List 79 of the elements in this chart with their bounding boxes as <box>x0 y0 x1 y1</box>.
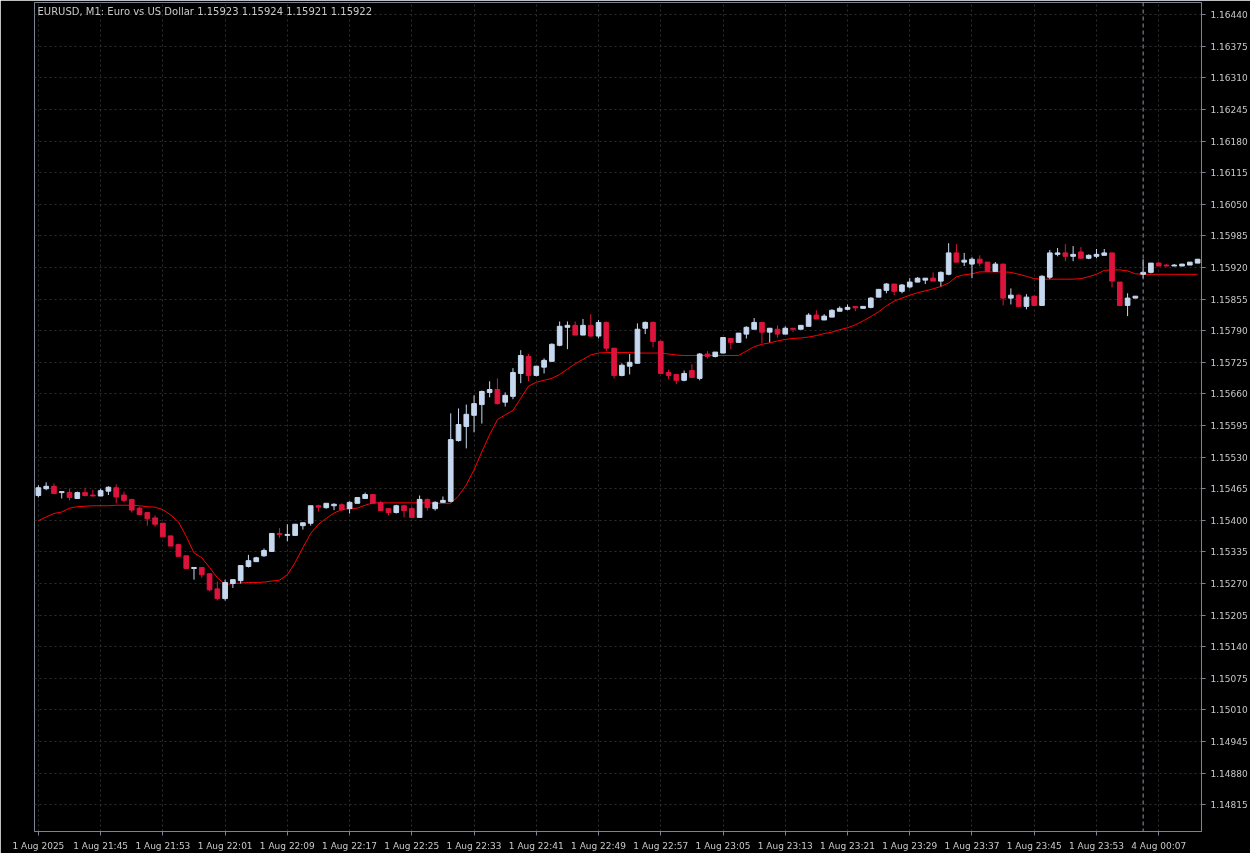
x-tick-label: 1 Aug 21:45 <box>73 840 129 851</box>
candlestick <box>945 242 952 276</box>
candlestick <box>90 489 96 497</box>
x-tick-label: 1 Aug 22:41 <box>508 840 564 851</box>
y-tick-label: 1.16115 <box>1210 168 1248 179</box>
y-tick-label: 1.16310 <box>1210 73 1248 84</box>
candlestick <box>494 377 501 406</box>
x-tick-label: 1 Aug 22:09 <box>259 840 316 851</box>
candlestick <box>930 271 936 282</box>
candlestick <box>191 566 197 581</box>
y-tick-label: 1.15075 <box>1210 673 1248 684</box>
x-tick-label: 1 Aug 22:17 <box>322 840 378 851</box>
y-tick-label: 1.14945 <box>1210 737 1248 748</box>
candlestick <box>510 367 516 400</box>
candlestick <box>541 357 547 374</box>
y-tick-label: 1.15465 <box>1210 484 1248 495</box>
x-tick-label: 1 Aug 22:49 <box>571 840 627 851</box>
y-tick-label: 1.16180 <box>1210 136 1248 147</box>
y-tick-label: 1.15530 <box>1210 452 1248 463</box>
candlestick <box>300 522 306 531</box>
candlestick <box>463 404 470 449</box>
candlestick <box>517 349 524 384</box>
candlestick <box>307 505 314 527</box>
candlestick <box>440 496 446 503</box>
candlestick <box>587 313 594 338</box>
candlestick <box>595 319 602 339</box>
y-tick-label: 1.15140 <box>1210 642 1248 653</box>
candlestick <box>1116 281 1123 306</box>
y-tick-label: 1.15595 <box>1210 421 1248 432</box>
candlestick <box>1124 292 1131 317</box>
x-tick-label: 1 Aug 22:25 <box>384 840 440 851</box>
x-tick-label: 1 Aug 22:57 <box>633 840 689 851</box>
candlestick <box>479 390 485 425</box>
y-tick-label: 1.16440 <box>1210 10 1248 21</box>
candlestick <box>222 579 228 602</box>
x-tick-label: 1 Aug 2025 <box>12 840 65 851</box>
y-tick-label: 1.15010 <box>1210 705 1248 716</box>
x-tick-label: 1 Aug 23:29 <box>882 840 938 851</box>
x-tick-label: 4 Aug 00:07 <box>1131 840 1187 851</box>
y-tick-label: 1.15985 <box>1210 231 1248 242</box>
candlestick <box>759 321 765 344</box>
x-tick-label: 1 Aug 22:33 <box>446 840 502 851</box>
y-tick-label: 1.16375 <box>1210 41 1248 52</box>
line-series <box>37 269 1199 585</box>
candlestick <box>969 256 975 279</box>
candlestick <box>331 502 337 511</box>
candlestick <box>525 353 532 382</box>
x-tick-label: 1 Aug 22:01 <box>197 840 253 851</box>
candlestick <box>113 483 120 504</box>
chart-title: EURUSD, M1: Euro vs US Dollar 1.15923 1.15924 1.15921 1.15922 <box>37 5 373 17</box>
x-tick-label: 1 Aug 23:13 <box>757 840 813 851</box>
candlestick <box>650 320 656 348</box>
y-tick-label: 1.15660 <box>1210 389 1248 400</box>
y-tick-label: 1.15400 <box>1210 515 1248 526</box>
y-tick-label: 1.15855 <box>1210 294 1248 305</box>
y-tick-label: 1.16245 <box>1210 104 1248 115</box>
y-tick-label: 1.15790 <box>1210 326 1248 337</box>
y-tick-label: 1.15920 <box>1210 262 1248 273</box>
x-tick-label: 1 Aug 23:53 <box>1068 840 1124 851</box>
candlestick <box>1008 287 1014 305</box>
x-tick-label: 1 Aug 23:37 <box>944 840 1000 851</box>
candlestick <box>689 363 695 378</box>
y-tick-label: 1.16050 <box>1210 199 1248 210</box>
y-tick-label: 1.15270 <box>1210 579 1248 590</box>
y-tick-label: 1.15725 <box>1210 357 1248 368</box>
candlestick <box>230 579 236 589</box>
candlestick <box>471 394 477 433</box>
y-tick-label: 1.15205 <box>1210 610 1248 621</box>
candlestick <box>790 327 796 333</box>
x-tick-label: 1 Aug 23:45 <box>1006 840 1062 851</box>
candlestick <box>401 504 407 518</box>
candlestick <box>416 495 423 519</box>
x-tick-label: 1 Aug 23:21 <box>820 840 875 851</box>
y-tick-label: 1.14815 <box>1210 800 1248 811</box>
candlestick <box>1070 245 1076 262</box>
y-tick-label: 1.14880 <box>1210 768 1248 779</box>
y-tick-label: 1.15335 <box>1210 547 1248 558</box>
x-tick-label: 1 Aug 23:05 <box>695 840 751 851</box>
x-tick-label: 1 Aug 21:53 <box>135 840 191 851</box>
